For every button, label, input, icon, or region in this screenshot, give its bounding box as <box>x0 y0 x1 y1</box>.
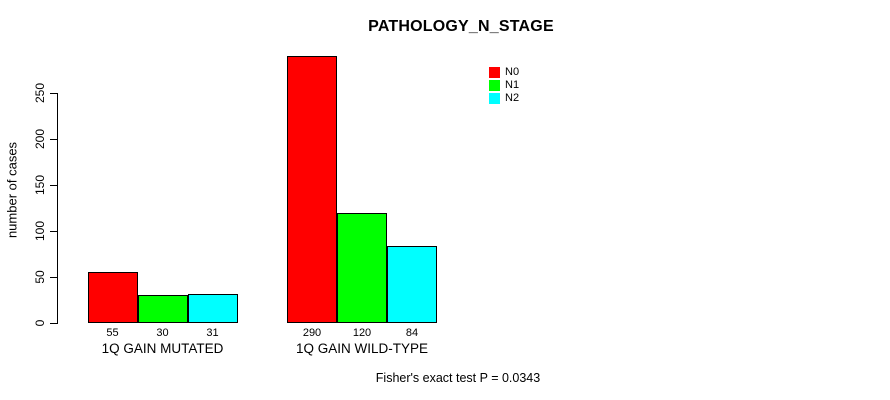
y-tick <box>50 323 57 324</box>
legend-item-label: N1 <box>505 79 520 91</box>
bar-value-label: 30 <box>156 327 169 339</box>
bar <box>87 272 138 323</box>
chart-title: PATHOLOGY_N_STAGE <box>368 18 554 35</box>
bar-value-label: 120 <box>352 327 372 339</box>
y-tick-label: 0 <box>33 319 47 327</box>
bar <box>137 295 188 323</box>
y-tick-label: 100 <box>33 220 47 242</box>
legend-item-label: N2 <box>505 92 520 104</box>
bar-value-label: 31 <box>206 327 219 339</box>
y-axis-label: number of cases <box>4 141 20 239</box>
legend-row: N0 <box>489 66 519 78</box>
annotation-text: Fisher's exact test P = 0.0343 <box>375 371 541 385</box>
y-axis-line <box>57 93 58 324</box>
bar-value-label: 55 <box>106 327 119 339</box>
bar <box>287 56 337 323</box>
category-label: 1Q GAIN WILD-TYPE <box>295 341 429 356</box>
y-tick <box>50 185 57 186</box>
y-tick <box>50 231 57 232</box>
bar-value-label: 84 <box>405 327 419 339</box>
bar-value-label: 290 <box>302 327 322 339</box>
legend-item-label: N0 <box>505 66 520 78</box>
y-tick <box>50 139 57 140</box>
y-tick <box>50 93 57 94</box>
bar <box>337 212 387 323</box>
y-tick-label: 150 <box>33 174 47 196</box>
bar <box>187 294 238 323</box>
y-tick <box>50 277 57 278</box>
legend-color-swatch <box>489 79 500 91</box>
category-label: 1Q GAIN MUTATED <box>101 341 224 356</box>
y-tick-label: 250 <box>33 82 47 104</box>
bar <box>387 245 437 323</box>
y-tick-label: 200 <box>33 128 47 150</box>
legend-row: N1 <box>489 79 519 91</box>
legend-row: N2 <box>489 92 519 104</box>
legend-color-swatch <box>489 66 500 78</box>
y-tick-label: 50 <box>33 270 47 284</box>
legend-color-swatch <box>489 92 500 104</box>
